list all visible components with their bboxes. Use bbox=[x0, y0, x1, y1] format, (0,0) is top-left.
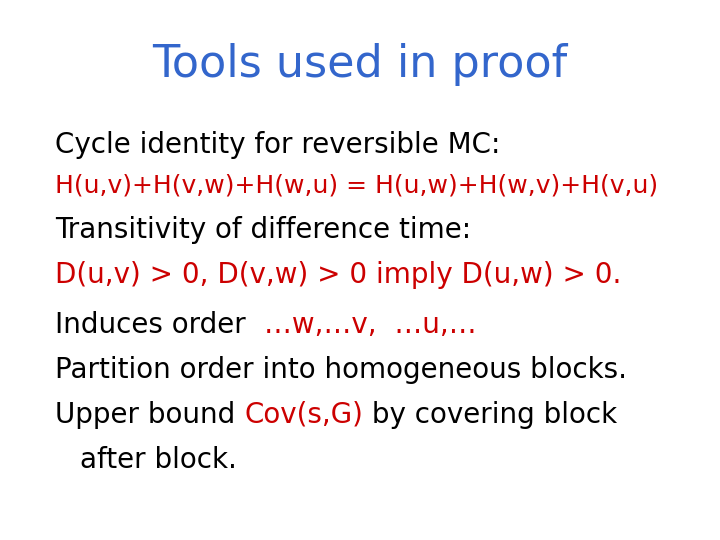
Text: after block.: after block. bbox=[80, 446, 237, 474]
Text: Cov(s,G): Cov(s,G) bbox=[244, 401, 363, 429]
Text: Partition order into homogeneous blocks.: Partition order into homogeneous blocks. bbox=[55, 356, 627, 384]
Text: H(u,v)+H(v,w)+H(w,u) = H(u,w)+H(w,v)+H(v,u): H(u,v)+H(v,w)+H(w,u) = H(u,w)+H(w,v)+H(v… bbox=[55, 173, 658, 197]
Text: Upper bound: Upper bound bbox=[55, 401, 244, 429]
Text: …w,…v,  …u,…: …w,…v, …u,… bbox=[264, 311, 476, 339]
Text: Tools used in proof: Tools used in proof bbox=[153, 44, 567, 86]
Text: by covering block: by covering block bbox=[363, 401, 617, 429]
Text: Induces order: Induces order bbox=[55, 311, 264, 339]
Text: Cycle identity for reversible MC:: Cycle identity for reversible MC: bbox=[55, 131, 500, 159]
Text: D(u,v) > 0, D(v,w) > 0 imply D(u,w) > 0.: D(u,v) > 0, D(v,w) > 0 imply D(u,w) > 0. bbox=[55, 261, 621, 289]
Text: Transitivity of difference time:: Transitivity of difference time: bbox=[55, 216, 471, 244]
